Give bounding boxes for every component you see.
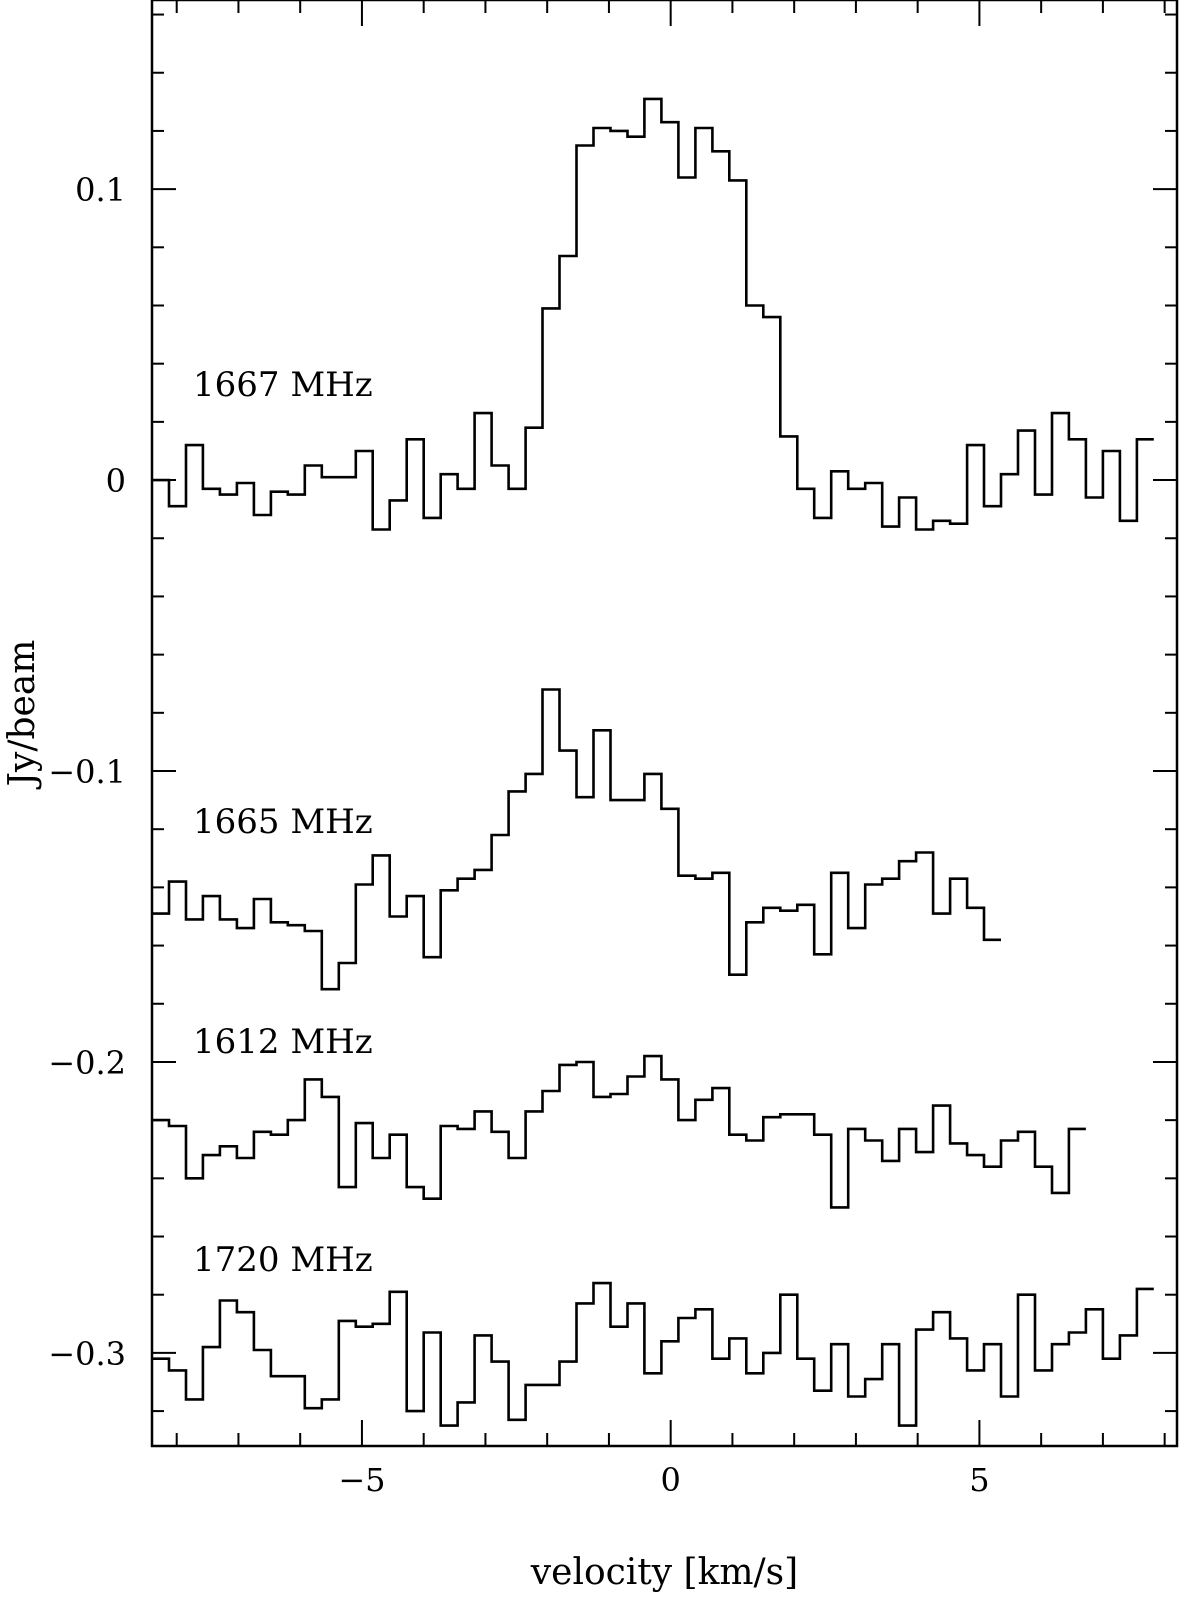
series-label: 1665 MHz — [193, 802, 373, 842]
series-line-1612-mhz — [152, 1054, 1086, 1209]
x-tick-label: 0 — [660, 1461, 680, 1499]
series-label: 1667 MHz — [193, 365, 373, 405]
y-tick-label: −0.3 — [48, 1335, 126, 1373]
series-layer — [152, 97, 1154, 1427]
x-tick-label: −5 — [338, 1461, 385, 1499]
y-tick-label: 0 — [106, 462, 126, 500]
labels-layer: 1667 MHz 1665 MHz 1612 MHz 1720 MHz — [193, 365, 373, 1280]
x-tick-label: 5 — [969, 1461, 989, 1499]
y-tick-label: −0.2 — [48, 1044, 126, 1082]
series-label: 1720 MHz — [193, 1240, 373, 1280]
series-line-1665-mhz — [152, 688, 1001, 991]
series-line-1667-mhz — [152, 97, 1154, 531]
y-tick-label: −0.1 — [48, 753, 126, 791]
plot-frame — [150, 0, 1179, 1448]
y-axis-label: Jy/beam — [2, 640, 43, 791]
x-axis-label: velocity [km/s] — [530, 1552, 798, 1593]
ticks-layer: −5 0 5 0.1 0 −0.1 −0.2 −0.3 — [48, 0, 1177, 1499]
series-label: 1612 MHz — [193, 1022, 373, 1062]
y-tick-label: 0.1 — [75, 171, 126, 209]
series-line-1720-mhz — [152, 1281, 1154, 1427]
